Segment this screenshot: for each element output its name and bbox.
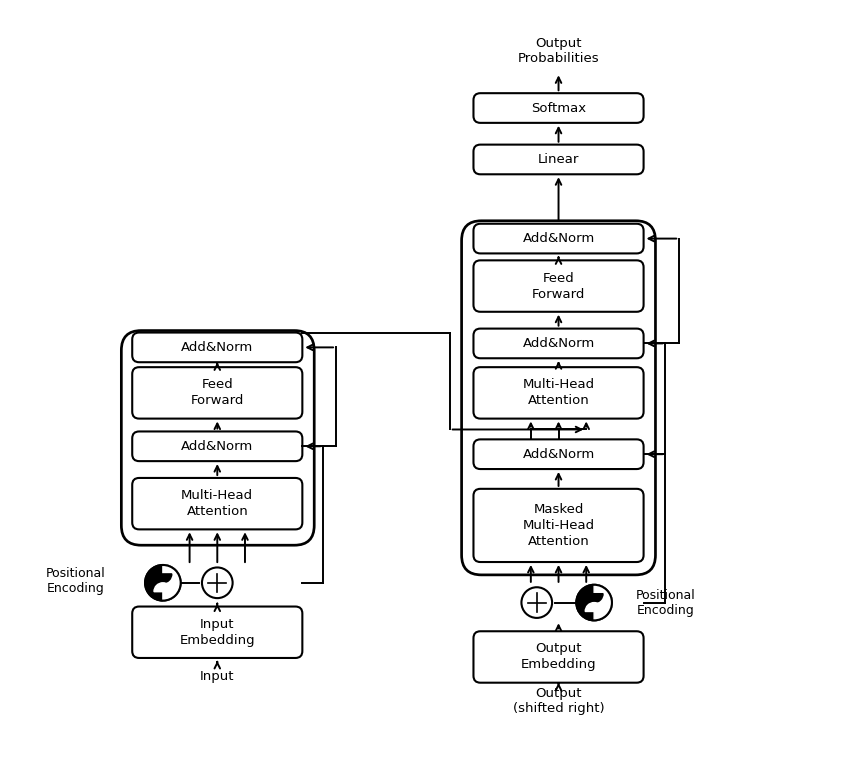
FancyBboxPatch shape [473, 145, 643, 174]
Wedge shape [586, 594, 603, 603]
FancyBboxPatch shape [133, 478, 303, 529]
Text: Add&Norm: Add&Norm [523, 337, 595, 350]
Wedge shape [163, 565, 181, 601]
Text: Linear: Linear [538, 153, 579, 166]
FancyBboxPatch shape [473, 367, 643, 418]
Text: Output
Embedding: Output Embedding [521, 643, 597, 672]
FancyBboxPatch shape [133, 431, 303, 461]
Text: Multi-Head
Attention: Multi-Head Attention [181, 489, 253, 518]
Text: Add&Norm: Add&Norm [523, 232, 595, 245]
FancyBboxPatch shape [473, 329, 643, 358]
Text: Add&Norm: Add&Norm [523, 448, 595, 461]
FancyBboxPatch shape [473, 260, 643, 312]
Text: Input: Input [200, 670, 235, 683]
Text: Positional
Encoding: Positional Encoding [636, 588, 695, 617]
Text: Feed
Forward: Feed Forward [190, 379, 244, 408]
Text: Feed
Forward: Feed Forward [532, 272, 585, 301]
Wedge shape [154, 574, 172, 583]
Wedge shape [586, 603, 603, 611]
Text: Input
Embedding: Input Embedding [179, 618, 255, 646]
FancyBboxPatch shape [133, 367, 303, 418]
Wedge shape [154, 583, 172, 591]
FancyBboxPatch shape [133, 607, 303, 658]
FancyBboxPatch shape [473, 93, 643, 123]
Circle shape [576, 584, 612, 620]
Text: Positional
Encoding: Positional Encoding [46, 567, 105, 595]
FancyBboxPatch shape [473, 439, 643, 469]
Text: Multi-Head
Attention: Multi-Head Attention [523, 379, 595, 408]
FancyBboxPatch shape [133, 333, 303, 362]
FancyBboxPatch shape [473, 223, 643, 253]
Text: Output
(shifted right): Output (shifted right) [513, 688, 604, 715]
FancyBboxPatch shape [473, 631, 643, 682]
Text: Add&Norm: Add&Norm [181, 341, 253, 354]
Text: Output
Probabilities: Output Probabilities [518, 37, 599, 65]
FancyBboxPatch shape [473, 489, 643, 562]
Circle shape [145, 565, 181, 601]
Text: Add&Norm: Add&Norm [181, 440, 253, 453]
Text: Softmax: Softmax [531, 102, 586, 115]
Wedge shape [594, 584, 612, 620]
Text: Masked
Multi-Head
Attention: Masked Multi-Head Attention [523, 503, 595, 548]
